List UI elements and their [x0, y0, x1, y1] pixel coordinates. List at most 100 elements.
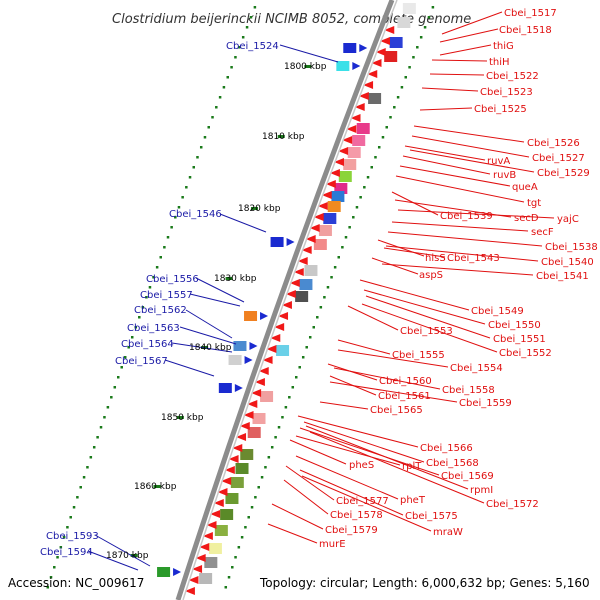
- gene-label[interactable]: ruvA: [487, 156, 510, 167]
- gene-label[interactable]: rplT: [402, 461, 422, 472]
- kbp-label: 1820 kbp: [238, 204, 281, 214]
- genome-backbone-inner: [182, 0, 398, 600]
- forward-gene-block: [218, 383, 232, 393]
- gene-label[interactable]: Cbei_1594: [40, 547, 93, 558]
- label-leader: [359, 279, 470, 311]
- gene-label[interactable]: Cbei_1564: [121, 339, 174, 350]
- gene-label[interactable]: Cbei_1518: [499, 25, 552, 36]
- accession-label: Accession: NC_009617: [8, 576, 144, 590]
- gene-label[interactable]: Cbei_1563: [127, 323, 180, 334]
- forward-gene-labels: Cbei_1524 Cbei_1546 Cbei_1556 Cbei_1557 …: [40, 41, 279, 558]
- gene-label[interactable]: Cbei_1541: [536, 271, 589, 282]
- gene-label[interactable]: aspS: [419, 270, 443, 281]
- gene-label[interactable]: Cbei_1560: [379, 376, 432, 387]
- gene-label[interactable]: Cbei_1550: [488, 320, 541, 331]
- scale-dot: [86, 466, 89, 469]
- gene-label[interactable]: pheS: [349, 460, 374, 471]
- gene-label[interactable]: thiG: [493, 41, 514, 52]
- gene-label[interactable]: secD: [514, 213, 539, 224]
- gene-label[interactable]: Cbei_1543: [447, 253, 500, 264]
- forward-gene-arrow: [173, 568, 182, 576]
- gene-label[interactable]: Cbei_1577: [336, 496, 389, 507]
- gene-label[interactable]: ruvB: [493, 170, 516, 181]
- label-leader: [381, 263, 534, 276]
- scale-dot: [381, 136, 385, 139]
- gene-label[interactable]: Cbei_1593: [46, 531, 99, 542]
- gene-label[interactable]: Cbei_1556: [146, 274, 199, 285]
- gene-label[interactable]: Cbei_1562: [134, 305, 187, 316]
- gene-label[interactable]: Cbei_1540: [541, 257, 594, 268]
- gene-label[interactable]: Cbei_1538: [545, 242, 598, 253]
- gene-label[interactable]: Cbei_1561: [378, 391, 431, 402]
- reverse-gene-arrow: [379, 37, 390, 45]
- gene-label[interactable]: Cbei_1517: [504, 8, 557, 19]
- label-leader: [87, 550, 139, 571]
- gene-label[interactable]: Cbei_1546: [169, 209, 222, 220]
- gene-label[interactable]: mraW: [433, 527, 463, 538]
- gene-label[interactable]: Cbei_1558: [442, 385, 495, 396]
- gene-label[interactable]: pheT: [400, 495, 426, 506]
- scale-dot: [116, 376, 120, 379]
- gene-label[interactable]: Cbei_1557: [140, 290, 193, 301]
- scale-dot: [326, 286, 330, 289]
- reverse-gene-arrow: [258, 367, 269, 375]
- gene-label[interactable]: Cbei_1566: [420, 443, 473, 454]
- gene-label[interactable]: Cbei_1568: [426, 458, 479, 469]
- gene-label[interactable]: rpmI: [470, 485, 493, 496]
- scale-dot: [110, 396, 113, 399]
- reverse-gene-labels: Cbei_1517 Cbei_1518 thiG thiH Cbei_1522 …: [319, 8, 598, 550]
- scale-dot: [79, 486, 82, 489]
- gene-block: [327, 201, 341, 212]
- gene-label[interactable]: Cbei_1527: [532, 153, 585, 164]
- scale-dot: [294, 376, 298, 379]
- reverse-gene-arrow: [333, 158, 344, 166]
- label-leader: [303, 421, 425, 463]
- scale-dot: [363, 186, 366, 189]
- scale-dot: [257, 486, 260, 489]
- reverse-gene-arrow: [251, 389, 262, 397]
- gene-label[interactable]: thiH: [489, 57, 510, 68]
- gene-label[interactable]: Cbei_1555: [392, 350, 445, 361]
- scale-tick: [277, 135, 285, 138]
- reverse-gene-arrow: [281, 301, 292, 309]
- reverse-gene-arrow: [192, 565, 203, 573]
- gene-label[interactable]: Cbei_1526: [527, 138, 580, 149]
- gene-label[interactable]: Cbei_1524: [226, 41, 279, 52]
- gene-label[interactable]: Cbei_1579: [325, 525, 378, 536]
- gene-label[interactable]: Cbei_1553: [400, 326, 453, 337]
- gene-label[interactable]: Cbei_1578: [330, 510, 383, 521]
- gene-label[interactable]: Cbei_1567: [115, 356, 168, 367]
- gene-label[interactable]: Cbei_1522: [486, 71, 539, 82]
- label-leader: [189, 293, 241, 307]
- gene-label[interactable]: Cbei_1572: [486, 499, 539, 510]
- gene-label[interactable]: hisS: [425, 253, 446, 264]
- forward-gene-arrow: [359, 44, 368, 52]
- gene-label[interactable]: Cbei_1551: [493, 334, 546, 345]
- gene-label[interactable]: Cbei_1569: [441, 471, 494, 482]
- gene-label[interactable]: yajC: [557, 214, 579, 225]
- gene-label[interactable]: Cbei_1559: [459, 398, 512, 409]
- gene-label[interactable]: Cbei_1549: [471, 306, 524, 317]
- gene-block: [318, 225, 332, 236]
- gene-label[interactable]: Cbei_1525: [474, 104, 527, 115]
- gene-block: [208, 543, 222, 554]
- gene-label[interactable]: Cbei_1523: [480, 87, 533, 98]
- gene-label[interactable]: Cbei_1565: [370, 405, 423, 416]
- gene-label[interactable]: tgt: [527, 198, 541, 209]
- gene-label[interactable]: Cbei_1575: [405, 511, 458, 522]
- reverse-gene-arrow: [375, 48, 386, 56]
- gene-label[interactable]: Cbei_1554: [450, 363, 503, 374]
- gene-label[interactable]: Cbei_1529: [537, 168, 590, 179]
- gene-block: [276, 345, 290, 356]
- gene-label[interactable]: murE: [319, 539, 346, 550]
- gene-label[interactable]: Cbei_1552: [499, 348, 552, 359]
- label-leader: [409, 149, 535, 173]
- kbp-label: 1840 kbp: [189, 343, 232, 353]
- gene-label[interactable]: secF: [531, 227, 554, 238]
- gene-block: [260, 391, 274, 402]
- scale-dot: [355, 206, 359, 209]
- gene-label[interactable]: Cbei_1539: [440, 211, 493, 222]
- gene-label[interactable]: queA: [512, 182, 538, 193]
- gene-block: [356, 123, 370, 134]
